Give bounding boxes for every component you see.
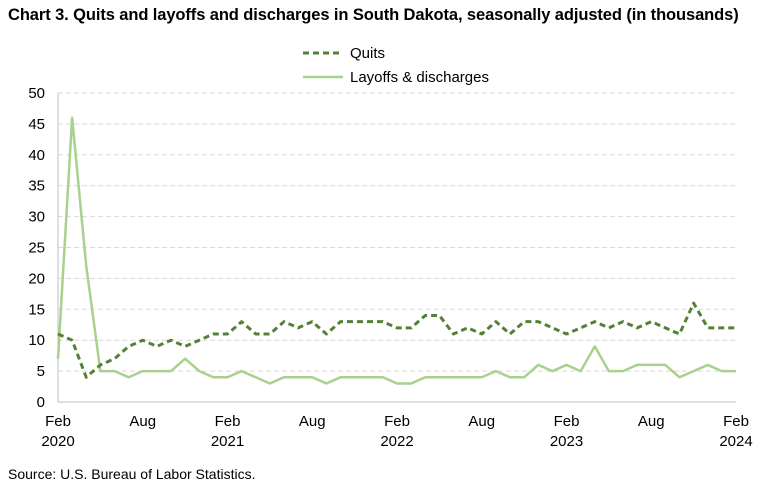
y-axis-ticks: 0 5 10 15 20 25 30 35 40 45 50 bbox=[28, 85, 45, 411]
y-tick-label: 45 bbox=[28, 116, 45, 133]
x-axis-ticks: Feb 2020 Aug Feb 2021 Aug Feb 2022 Aug Feb 2023 Aug… bbox=[41, 413, 752, 450]
y-tick-label: 15 bbox=[28, 301, 45, 318]
x-tick-year: 2024 bbox=[719, 433, 752, 450]
x-tick-month: Aug bbox=[638, 413, 665, 430]
x-tick-month: Feb bbox=[723, 413, 749, 430]
x-tick-month: Feb bbox=[384, 413, 410, 430]
series-line-layoffs bbox=[56, 116, 736, 385]
y-tick-label: 5 bbox=[37, 363, 45, 380]
x-tick-month: Aug bbox=[299, 413, 326, 430]
y-tick-label: 20 bbox=[28, 270, 45, 287]
legend: Quits Layoffs & discharges bbox=[303, 45, 489, 86]
legend-label-layoffs: Layoffs & discharges bbox=[350, 69, 489, 86]
x-tick-year: 2023 bbox=[550, 433, 583, 450]
y-tick-label: 10 bbox=[28, 332, 45, 349]
x-tick-year: 2021 bbox=[211, 433, 244, 450]
y-tick-label: 40 bbox=[28, 147, 45, 164]
y-tick-label: 50 bbox=[28, 85, 45, 102]
y-tick-label: 35 bbox=[28, 178, 45, 195]
legend-label-quits: Quits bbox=[350, 45, 385, 62]
x-tick-month: Feb bbox=[45, 413, 71, 430]
chart-title: Chart 3. Quits and layoffs and discharge… bbox=[8, 6, 739, 24]
x-tick-month: Aug bbox=[468, 413, 495, 430]
source-note: Source: U.S. Bureau of Labor Statistics. bbox=[8, 466, 256, 482]
x-tick-year: 2022 bbox=[380, 433, 413, 450]
series-line-quits bbox=[57, 301, 736, 379]
series-lines bbox=[56, 116, 736, 385]
gridlines bbox=[58, 92, 736, 372]
x-tick-month: Feb bbox=[554, 413, 580, 430]
x-tick-year: 2020 bbox=[41, 433, 74, 450]
x-tick-month: Feb bbox=[215, 413, 241, 430]
y-tick-label: 0 bbox=[37, 394, 45, 411]
y-tick-label: 25 bbox=[28, 240, 45, 257]
x-tick-month: Aug bbox=[129, 413, 156, 430]
y-tick-label: 30 bbox=[28, 209, 45, 226]
